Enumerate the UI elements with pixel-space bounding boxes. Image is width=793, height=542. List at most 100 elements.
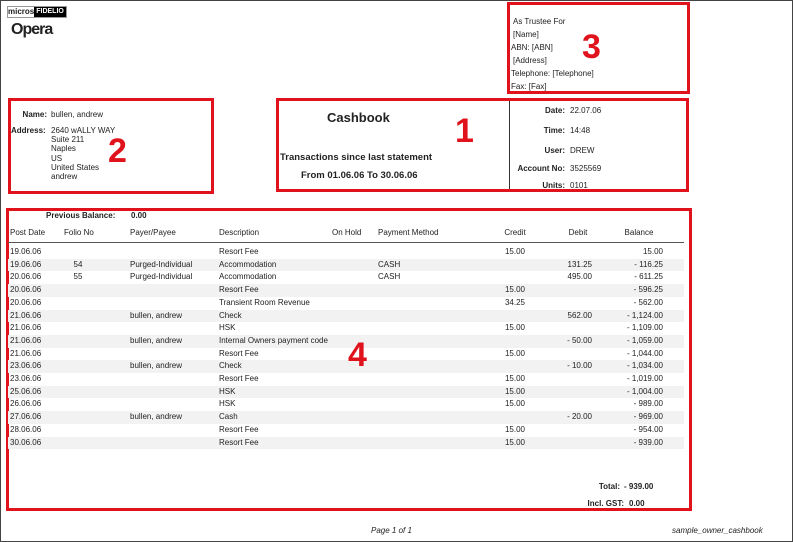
cell-post-date: 21.06.06 [10,335,42,345]
account-value: 3525569 [570,164,602,173]
cell-post-date: 23.06.06 [10,361,42,371]
gst-value: 0.00 [629,499,645,508]
table-row: 20.06.06 Transient Room Revenue 34.25 - 562… [8,297,684,310]
cell-credit: 15.00 [504,424,525,434]
column-header: Folio No [64,228,94,237]
cell-credit: 34.25 [504,297,525,307]
cell-balance: - 596.25 [633,285,663,295]
table-row: 30.06.06 Resort Fee 15.00 - 939.00 [8,436,684,450]
cell-post-date: 25.06.06 [10,386,42,396]
cell-description: Resort Fee [219,374,259,383]
report-subtitle: Transactions since last statement [280,152,433,163]
address-line: Suite 211 [51,135,85,145]
cell-credit: 15.00 [504,348,525,358]
column-header: Payer/Payee [130,228,176,237]
cell-balance: - 939.00 [633,437,663,447]
cell-credit: 15.00 [504,399,525,409]
cell-payer-payee: bullen, andrew [130,310,183,320]
account-label: Account No: [517,164,565,173]
address-line: 2640 wALLY WAY [51,126,116,135]
units-value: 0101 [570,181,588,190]
trustee-box [507,2,690,94]
table-row: 20.06.06 55 Purged-Individual Accommodation… [8,271,684,284]
cell-credit: 15.00 [504,285,525,295]
cell-description: Resort Fee [219,247,259,256]
cell-balance: 15.00 [642,247,663,256]
header-rule [8,242,684,243]
cell-post-date: 20.06.06 [10,285,42,295]
cell-description: Cash [219,412,238,422]
units-label: Units: [542,181,565,190]
table-row: 27.06.06 bullen, andrew Cash - 20.00 - 969.0… [8,411,684,424]
cell-post-date: 21.06.06 [10,310,42,320]
page-number: Page 1 of 1 [371,526,412,535]
owner-box [8,98,214,194]
cell-post-date: 27.06.06 [10,412,42,422]
cell-payer-payee: bullen, andrew [130,335,183,345]
cell-folio-no: 55 [73,272,83,282]
cell-post-date: 26.06.06 [10,399,42,409]
name-label: Name: [22,110,47,119]
cell-description: Check [219,310,242,320]
annotation-1: 1 [455,112,474,150]
table-row: 21.06.06 bullen, andrew Internal Owners pa… [8,334,684,348]
cell-balance: - 1,044.00 [626,348,663,358]
previous-balance-value: 0.00 [131,211,147,220]
trustee-telephone: Telephone: [Telephone] [511,69,594,78]
opera-logo: Opera [11,21,53,38]
trustee-line: As Trustee For [513,17,566,26]
report-name: sample_owner_cashbook [672,526,763,535]
date-value: 22.07.06 [570,106,602,115]
owner-address: 2640 wALLY WAY Suite 211 Naples US United St… [51,126,115,181]
column-header: Debit [568,228,588,237]
user-label: User: [544,146,565,155]
column-header: Description [219,228,260,237]
table-row: 26.06.06 HSK 15.00 - 989.00 [8,398,684,411]
cell-post-date: 19.06.06 [10,247,42,256]
cell-debit: 562.00 [567,310,592,320]
table-row: 25.06.06 HSK 15.00 - 1,004.00 [8,385,684,399]
logo-sub: FIDELIO [34,7,66,17]
cell-description: Accommodation [219,272,277,282]
cell-post-date: 28.06.06 [10,424,42,434]
cell-debit: 131.25 [567,259,592,269]
table-row: 23.06.06 bullen, andrew Check - 10.00 - 1,03… [8,360,684,373]
cell-payer-payee: Purged-Individual [130,259,193,269]
table-row: 23.06.06 Resort Fee 15.00 - 1,019.00 [8,373,684,386]
cell-description: HSK [219,386,236,396]
cell-description: Transient Room Revenue [219,297,310,307]
annotation-4: 4 [348,336,367,374]
cell-balance: - 1,034.00 [626,361,663,371]
cell-post-date: 21.06.06 [10,323,42,333]
cell-balance: - 1,019.00 [626,374,663,383]
total-label: Total: [598,482,620,491]
cell-payer-payee: bullen, andrew [130,412,183,422]
table-row: 19.06.06 Resort Fee 15.00 15.00 [8,246,684,259]
cell-post-date: 20.06.06 [10,272,42,282]
cell-debit: - 50.00 [567,335,592,345]
cell-balance: - 1,004.00 [626,386,663,396]
micros-fidelio-logo: micros FIDELIO [7,6,67,18]
cell-balance: - 969.00 [633,412,663,422]
table-row: 19.06.06 54 Purged-Individual Accommodation… [8,258,684,272]
cell-post-date: 30.06.06 [10,437,42,447]
cell-description: Resort Fee [219,348,259,358]
cell-balance: - 562.00 [633,297,663,307]
cell-description: HSK [219,399,236,409]
cell-description: Resort Fee [219,285,259,295]
cell-credit: 15.00 [504,386,525,396]
address-line: US [51,153,63,163]
cell-post-date: 21.06.06 [10,348,42,358]
column-header: Payment Method [378,228,439,237]
cell-post-date: 23.06.06 [10,374,42,383]
cell-folio-no: 54 [73,259,83,269]
logo-brand: micros [8,7,35,16]
cell-post-date: 20.06.06 [10,297,42,307]
cell-credit: 15.00 [504,247,525,256]
table-row: 21.06.06 bullen, andrew Check 562.00 - 1,124… [8,309,684,323]
time-value: 14:48 [570,126,591,135]
cell-balance: - 116.25 [634,259,663,269]
cell-payer-payee: bullen, andrew [130,361,183,371]
cell-payment-method: CASH [378,272,401,282]
table-row: 28.06.06 Resort Fee 15.00 - 954.00 [8,424,684,437]
